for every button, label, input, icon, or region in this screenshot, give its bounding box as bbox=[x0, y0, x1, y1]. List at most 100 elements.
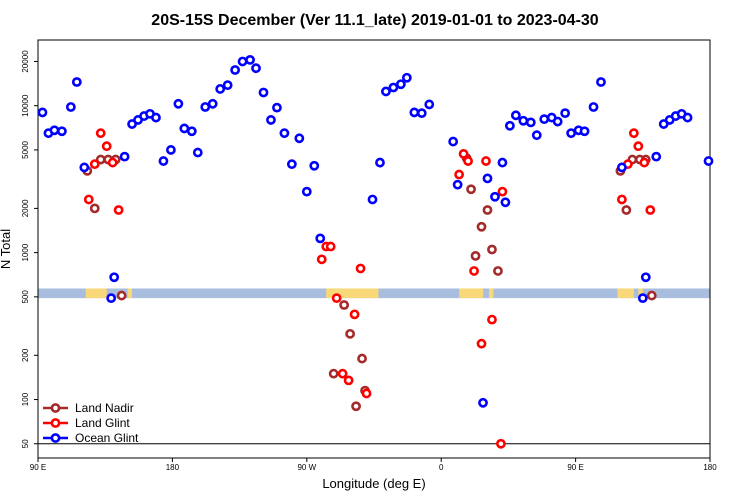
y-tick-label: 2000 bbox=[21, 199, 30, 217]
land-nadir-point bbox=[466, 184, 476, 195]
y-tick-label: 200 bbox=[21, 348, 30, 362]
ocean-glint-point bbox=[106, 293, 117, 304]
land-glint-point bbox=[331, 293, 342, 304]
land-glint-point bbox=[325, 241, 336, 252]
ocean-glint-point bbox=[192, 147, 203, 158]
land-glint-point bbox=[83, 194, 94, 205]
land-glint-point bbox=[101, 141, 112, 152]
land-nadir-point bbox=[482, 205, 493, 215]
ocean-glint-point bbox=[230, 65, 241, 75]
ocean-glint-point bbox=[109, 272, 120, 283]
land-glint-point bbox=[343, 375, 354, 386]
x-tick-label: 180 bbox=[166, 463, 180, 472]
x-axis: 90 E 180 90 W 0 90 E 180 bbox=[30, 458, 717, 472]
land-nadir-point bbox=[89, 203, 100, 214]
y-axis-label: N Total bbox=[0, 229, 13, 269]
land-band-segment bbox=[85, 288, 107, 299]
ocean-glint-point bbox=[539, 114, 550, 125]
land-nadir-point bbox=[328, 368, 339, 379]
ocean-glint-point bbox=[566, 128, 577, 139]
land-band-segment bbox=[488, 288, 494, 299]
land-nadir-point bbox=[357, 353, 367, 364]
ocean-glint-point bbox=[560, 108, 571, 119]
land-glint-point bbox=[454, 169, 465, 180]
land-nadir-point bbox=[646, 290, 657, 301]
land-glint-point bbox=[89, 159, 100, 170]
ocean-glint-point bbox=[272, 102, 282, 113]
land-glint-point bbox=[628, 128, 639, 139]
land-ocean-band bbox=[38, 288, 710, 299]
ocean-glint-point bbox=[301, 186, 312, 197]
ocean-glint-point bbox=[186, 126, 197, 137]
ocean-glint-point bbox=[71, 77, 82, 87]
legend-label-ocean-glint: Ocean Glint bbox=[75, 431, 139, 445]
ocean-glint-point bbox=[49, 125, 60, 136]
y-tick-label: 5000 bbox=[21, 140, 30, 158]
ocean-glint-point bbox=[637, 293, 648, 304]
ocean-glint-point bbox=[207, 98, 218, 109]
ocean-glint-point bbox=[381, 86, 391, 97]
ocean-glint-point bbox=[294, 133, 305, 144]
data-points bbox=[37, 54, 714, 449]
land-nadir-point bbox=[476, 221, 487, 232]
ocean-glint-point bbox=[682, 112, 693, 123]
land-glint-point bbox=[349, 309, 360, 320]
y-tick-label: 50 bbox=[21, 439, 30, 448]
land-glint-point bbox=[639, 157, 650, 168]
ocean-glint-point bbox=[37, 107, 48, 118]
ocean-glint-point bbox=[79, 162, 90, 173]
land-glint-point bbox=[616, 194, 627, 205]
land-nadir-point bbox=[621, 205, 632, 215]
land-glint-point bbox=[481, 156, 491, 166]
land-glint-point bbox=[645, 205, 656, 215]
land-band-segment bbox=[617, 288, 634, 299]
land-nadir-point bbox=[339, 300, 350, 310]
land-glint-point bbox=[463, 156, 473, 166]
land-glint-point bbox=[316, 254, 327, 265]
y-tick-label: 500 bbox=[21, 290, 30, 304]
land-glint-point bbox=[476, 338, 487, 349]
ocean-glint-point bbox=[640, 272, 651, 283]
y-tick-label: 10000 bbox=[21, 94, 30, 117]
land-band-segment bbox=[326, 288, 379, 299]
land-glint-point bbox=[487, 314, 497, 325]
land-glint-point bbox=[361, 388, 372, 399]
ocean-glint-point bbox=[478, 397, 488, 408]
ocean-glint-point bbox=[482, 173, 493, 184]
legend-marker-ocean-glint bbox=[50, 433, 61, 443]
ocean-glint-point bbox=[173, 98, 184, 109]
ocean-glint-point bbox=[200, 102, 211, 112]
x-tick-label: 90 E bbox=[30, 463, 46, 472]
ocean-glint-point bbox=[596, 77, 606, 87]
ocean-glint-point bbox=[424, 99, 435, 110]
ocean-glint-point bbox=[315, 233, 326, 244]
ocean-glint-point bbox=[588, 102, 599, 112]
ocean-glint-point bbox=[266, 115, 276, 125]
ocean-glint-point bbox=[616, 162, 627, 173]
ocean-glint-point bbox=[56, 126, 67, 137]
ocean-glint-point bbox=[388, 82, 399, 93]
ocean-glint-point bbox=[703, 156, 714, 166]
land-band-segment bbox=[638, 288, 643, 299]
x-tick-label: 90 E bbox=[567, 463, 583, 472]
ocean-glint-point bbox=[245, 54, 255, 65]
ocean-glint-point bbox=[367, 194, 378, 205]
land-nadir-point bbox=[493, 266, 503, 276]
land-nadir-point bbox=[345, 328, 356, 339]
land-nadir-point bbox=[351, 401, 361, 412]
ocean-glint-point bbox=[531, 130, 542, 141]
ocean-glint-point bbox=[286, 159, 297, 170]
land-band-segment bbox=[459, 288, 484, 299]
ocean-glint-point bbox=[158, 156, 169, 166]
land-glint-point bbox=[633, 141, 644, 152]
land-glint-point bbox=[95, 128, 106, 139]
ocean-glint-point bbox=[651, 151, 662, 162]
y-tick-label: 1000 bbox=[21, 243, 30, 261]
land-glint-point bbox=[337, 368, 348, 379]
land-nadir-point bbox=[116, 290, 127, 301]
land-nadir-point bbox=[470, 250, 481, 261]
ocean-glint-point bbox=[510, 110, 521, 121]
ocean-glint-point bbox=[222, 80, 233, 91]
